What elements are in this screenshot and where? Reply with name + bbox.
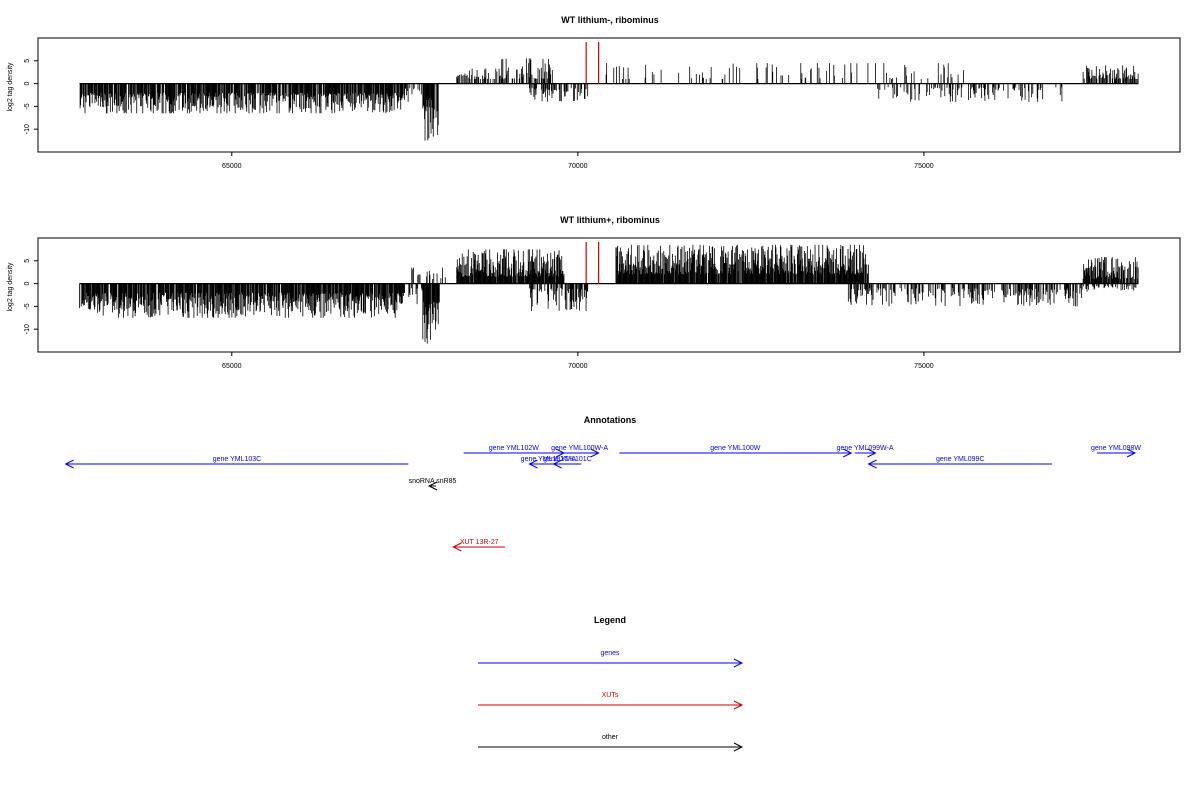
annotation-feature: gene YML100W-A	[551, 445, 608, 458]
track-panel-lithium-plus: WT lithium+, ribominus log2 tag density …	[7, 215, 1181, 370]
y-tick-label: 0	[24, 282, 31, 286]
feature-arrow-head	[64, 459, 74, 469]
feature-arrow-head	[590, 448, 600, 458]
feature-label: gene YML099C	[936, 456, 985, 463]
y-tick-label: -5	[24, 103, 31, 109]
panel-title: WT lithium-, ribominus	[561, 15, 659, 25]
feature-label: XUT 13R-27	[460, 539, 499, 546]
annotation-feature: gene YML099C	[867, 456, 1052, 469]
feature-label: gene YML099W-A	[837, 445, 894, 452]
y-tick-label: 5	[24, 259, 31, 263]
legend-entry: XUTs	[478, 692, 744, 710]
region-markers	[585, 242, 600, 284]
y-axis-label: log2 tag density	[7, 62, 14, 112]
annotation-feature: gene YML098W	[1091, 445, 1141, 458]
coverage-bars	[79, 244, 1139, 344]
y-tick-label: -10	[24, 124, 31, 134]
panel-title: WT lithium+, ribominus	[560, 215, 660, 225]
legend-entries: genes XUTs other	[478, 650, 744, 752]
legend-label: other	[602, 734, 619, 741]
feature-arrow-head	[843, 448, 853, 458]
y-tick-label: -5	[24, 303, 31, 309]
annotations-panel: Annotations gene YML103C gene YML102W gene…	[64, 415, 1141, 552]
feature-arrow-head	[867, 448, 877, 458]
legend-panel: Legend genes XUTs other	[478, 615, 744, 752]
legend-label: XUTs	[602, 692, 619, 699]
feature-arrow-head	[552, 459, 562, 469]
annotation-feature: gene YML103C	[64, 456, 409, 469]
legend-title: Legend	[594, 615, 626, 625]
feature-label: snoRNA snR85	[409, 478, 457, 485]
x-tick-label: 70000	[568, 163, 588, 170]
feature-arrow-head	[867, 459, 877, 469]
legend-entry: genes	[478, 650, 744, 668]
feature-label: gene YML100W	[710, 445, 760, 452]
annotation-feature: gene YML099W-A	[837, 445, 894, 458]
feature-label: gene YML101C-A	[521, 456, 577, 463]
y-axis: 5 0 -5 -10	[24, 259, 38, 334]
legend-entry: other	[478, 734, 744, 752]
annotation-feature: XUT 13R-27	[452, 539, 506, 552]
feature-label: gene YML103C	[213, 456, 262, 463]
x-tick-label: 65000	[222, 163, 242, 170]
x-tick-label: 65000	[222, 363, 242, 370]
legend-arrow-head	[733, 700, 744, 710]
x-axis: 65000 70000 75000	[222, 352, 934, 370]
y-axis: 5 0 -5 -10	[24, 59, 38, 134]
x-tick-label: 70000	[568, 363, 588, 370]
annotation-feature: gene YML100W	[619, 445, 853, 458]
annotation-feature: snoRNA snR85	[409, 478, 457, 491]
feature-arrow-head	[1126, 448, 1137, 458]
feature-arrow-head	[452, 542, 462, 552]
y-tick-label: 0	[24, 82, 31, 86]
x-axis: 65000 70000 75000	[222, 152, 934, 170]
track-panel-lithium-minus: WT lithium-, ribominus log2 tag density …	[7, 15, 1181, 170]
feature-arrow-head	[427, 481, 438, 491]
feature-arrow-head	[528, 459, 538, 469]
legend-arrow-head	[733, 742, 744, 752]
x-tick-label: 75000	[914, 163, 934, 170]
coverage-bars	[79, 58, 1139, 141]
legend-label: genes	[600, 650, 620, 657]
plot-frame	[37, 37, 1181, 153]
plot-frame	[37, 237, 1181, 353]
y-tick-label: 5	[24, 59, 31, 63]
y-tick-label: -10	[24, 324, 31, 334]
x-tick-label: 75000	[914, 363, 934, 370]
y-axis-label: log2 tag density	[7, 262, 14, 312]
legend-arrow-head	[733, 658, 744, 668]
feature-label: gene YML102W	[489, 445, 539, 452]
feature-label: gene YML098W	[1091, 445, 1141, 452]
feature-label: gene YML101C	[543, 456, 592, 463]
region-markers	[585, 42, 600, 84]
feature-label: gene YML100W-A	[551, 445, 608, 452]
annotations-title: Annotations	[584, 415, 637, 425]
annotation-feature: gene YML101C	[543, 456, 592, 469]
